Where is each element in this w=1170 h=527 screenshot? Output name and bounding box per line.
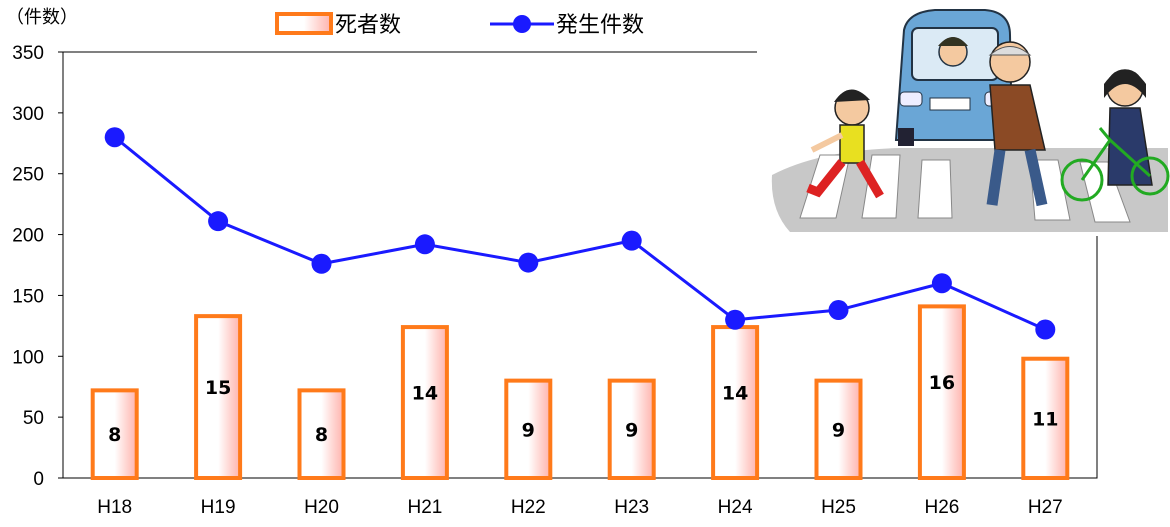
bar [400,325,449,480]
x-tick-label: H25 [821,497,856,518]
bar-data-label: 8 [108,424,121,446]
bar-data-label: 9 [625,419,638,441]
y-tick-label: 300 [12,104,44,125]
line-point [621,230,642,251]
bar-data-label: 8 [315,424,328,446]
x-tick-label: H18 [97,497,132,518]
line-point [931,273,952,294]
bicycle-wheel [1060,158,1104,202]
bar-data-label: 11 [1032,408,1058,430]
bar [607,378,656,480]
bar [1021,356,1070,480]
bar-data-label: 9 [522,419,535,441]
bar-data-labels: 8 15 8 14 9 9 14 9 16 11 [108,372,1058,446]
x-tick-label: H27 [1028,497,1063,518]
y-tick-label: 50 [23,408,44,429]
y-unit-label: （件数） [6,7,78,28]
y-tick-label: 350 [12,43,44,64]
line-point [518,252,539,273]
line-point [828,300,849,321]
bar-data-label: 9 [832,419,845,441]
legend-marker-icon [513,15,531,33]
incidents-line [113,136,1046,331]
bar-series [90,304,1070,481]
bar-data-label: 14 [412,383,438,405]
y-axis: 0 50 100 150 200 250 300 350 [12,43,63,490]
bar [297,388,346,481]
x-tick-label: H24 [718,497,753,518]
line-point [1035,319,1056,340]
x-tick-label: H21 [407,497,442,518]
y-tick-label: 150 [12,286,44,307]
bar [504,378,553,480]
bar [814,378,863,480]
legend: 死者数 発生件数 [275,12,644,38]
plot-frame [62,51,1098,479]
bar [194,314,243,480]
bar [90,388,139,481]
line-point [104,127,125,148]
line-point [725,309,746,330]
legend-label-incidents: 発生件数 [556,13,644,38]
y-tick-label: 250 [12,165,44,186]
y-tick-label: 0 [33,469,44,490]
line-point [208,211,229,232]
x-tick-label: H19 [201,497,236,518]
legend-bar-swatch [275,12,333,35]
x-tick-label: H22 [511,497,546,518]
legend-label-deaths: 死者数 [335,13,401,38]
bar [917,304,966,480]
line-point [414,234,435,255]
line-point [311,253,332,274]
bar-data-label: 14 [722,383,748,405]
bar-data-label: 15 [205,377,231,399]
x-axis: H18 H19 H20 H21 H22 H23 H24 H25 H26 H27 [97,497,1062,518]
x-tick-label: H20 [304,497,339,518]
y-tick-label: 200 [12,226,44,247]
crosswalk-stripe [917,159,953,219]
y-tick-label: 100 [12,347,44,368]
x-tick-label: H23 [614,497,649,518]
crosswalk-illustration-icon [757,0,1170,236]
x-tick-label: H26 [924,497,959,518]
bar-data-label: 16 [929,372,955,394]
line-series [104,127,1056,340]
